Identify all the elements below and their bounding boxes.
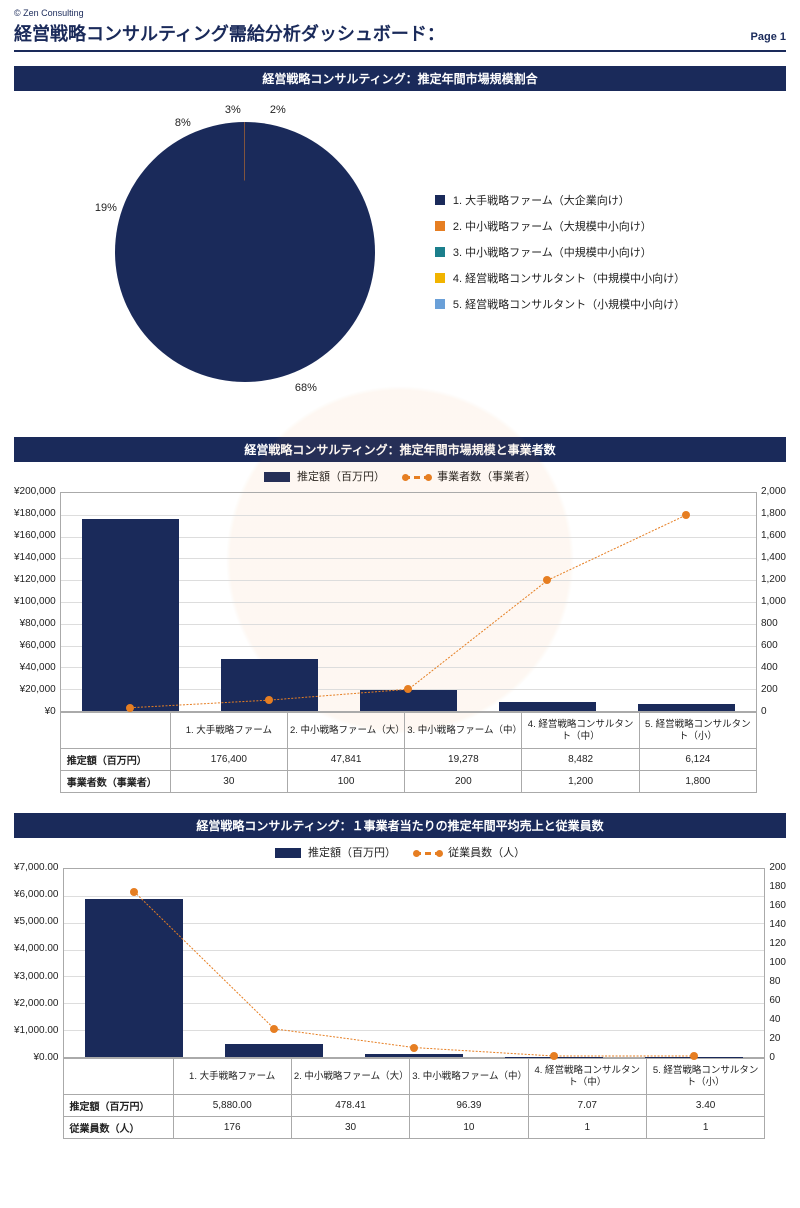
value-cell: 47,841 — [287, 749, 404, 771]
legend-item: 5. 経営戦略コンサルタント（小規模中小向け） — [435, 296, 685, 312]
copyright: © Zen Consulting — [14, 8, 786, 18]
legend-swatch — [435, 195, 445, 205]
value-cell: 7.07 — [528, 1095, 646, 1117]
legend-swatch — [435, 221, 445, 231]
table-corner — [60, 713, 170, 749]
category-cell: 2. 中小戦略ファーム（大） — [291, 1059, 409, 1095]
data-table: 1. 大手戦略ファーム2. 中小戦略ファーム（大）3. 中小戦略ファーム（中）4… — [63, 1058, 766, 1139]
value-cell: 5,880.00 — [173, 1095, 291, 1117]
plot-area — [60, 492, 757, 712]
legend-item: 3. 中小戦略ファーム（中規模中小向け） — [435, 244, 685, 260]
value-cell: 176,400 — [170, 749, 287, 771]
legend-swatch — [435, 247, 445, 257]
legend-swatch — [435, 299, 445, 309]
line-marker — [126, 704, 134, 712]
row-label: 推定額（百万円） — [63, 1095, 173, 1117]
bar-swatch — [264, 472, 290, 482]
y-axis: ¥7,000.00¥6,000.00¥5,000.00¥4,000.00¥3,0… — [14, 868, 63, 1058]
value-cell: 1 — [646, 1117, 764, 1139]
category-cell: 1. 大手戦略ファーム — [173, 1059, 291, 1095]
value-cell: 30 — [291, 1117, 409, 1139]
table-corner — [63, 1059, 173, 1095]
line-marker — [410, 1044, 418, 1052]
pie-slice-label: 19% — [95, 202, 117, 214]
legend-label: 1. 大手戦略ファーム（大企業向け） — [453, 192, 630, 208]
value-cell: 8,482 — [522, 749, 639, 771]
category-cell: 5. 経営戦略コンサルタント（小） — [646, 1059, 764, 1095]
chart-legend: 推定額（百万円） 従業員数（人） — [14, 844, 786, 860]
line-swatch — [415, 852, 441, 855]
bar-legend-label: 推定額（百万円） — [297, 471, 385, 483]
y2-axis: 2,0001,8001,6001,4001,2001,0008006004002… — [757, 492, 786, 712]
row-label: 推定額（百万円） — [60, 749, 170, 771]
row-label: 事業者数（事業者） — [60, 771, 170, 793]
pie-graphic — [115, 122, 375, 382]
category-cell: 3. 中小戦略ファーム（中） — [405, 713, 522, 749]
bar-legend-label: 推定額（百万円） — [308, 847, 396, 859]
line-marker — [130, 888, 138, 896]
line-marker — [270, 1025, 278, 1033]
category-cell: 2. 中小戦略ファーム（大） — [287, 713, 404, 749]
line-series — [61, 493, 756, 711]
legend-item: 2. 中小戦略ファーム（大規模中小向け） — [435, 218, 685, 234]
value-cell: 6,124 — [639, 749, 756, 771]
pie-title: 経営戦略コンサルティング：推定年間市場規模割合 — [14, 66, 786, 91]
value-cell: 19,278 — [405, 749, 522, 771]
legend-label: 2. 中小戦略ファーム（大規模中小向け） — [453, 218, 652, 234]
y2-axis: 200180160140120100806040200 — [765, 868, 786, 1058]
value-cell: 30 — [170, 771, 287, 793]
header: 経営戦略コンサルティング需給分析ダッシュボード： Page 1 — [14, 20, 786, 52]
legend-label: 4. 経営戦略コンサルタント（中規模中小向け） — [453, 270, 685, 286]
page-title: 経営戦略コンサルティング需給分析ダッシュボード： — [14, 20, 445, 46]
section-chart-market: 経営戦略コンサルティング：推定年間市場規模と事業者数 推定額（百万円） 事業者数… — [14, 437, 786, 793]
bar-swatch — [275, 848, 301, 858]
category-cell: 4. 経営戦略コンサルタント（中） — [522, 713, 639, 749]
legend-swatch — [435, 273, 445, 283]
value-cell: 1,200 — [522, 771, 639, 793]
value-cell: 1 — [528, 1117, 646, 1139]
legend-label: 5. 経営戦略コンサルタント（小規模中小向け） — [453, 296, 685, 312]
data-table: 1. 大手戦略ファーム2. 中小戦略ファーム（大）3. 中小戦略ファーム（中）4… — [60, 712, 757, 793]
pie-chart: 68%19%8%3%2% — [115, 122, 375, 382]
section-chart-per-firm: 経営戦略コンサルティング：１事業者当たりの推定年間平均売上と従業員数 推定額（百… — [14, 813, 786, 1139]
line-legend-label: 従業員数（人） — [448, 847, 525, 859]
category-cell: 1. 大手戦略ファーム — [170, 713, 287, 749]
page-number: Page 1 — [751, 31, 786, 43]
line-series — [64, 869, 765, 1057]
value-cell: 3.40 — [646, 1095, 764, 1117]
row-label: 従業員数（人） — [63, 1117, 173, 1139]
value-cell: 10 — [410, 1117, 528, 1139]
pie-legend: 1. 大手戦略ファーム（大企業向け） 2. 中小戦略ファーム（大規模中小向け） 3.… — [435, 182, 685, 322]
pie-slice-label: 2% — [270, 104, 286, 116]
category-cell: 3. 中小戦略ファーム（中） — [410, 1059, 528, 1095]
y-axis: ¥200,000¥180,000¥160,000¥140,000¥120,000… — [14, 492, 60, 712]
chart-body: ¥200,000¥180,000¥160,000¥140,000¥120,000… — [14, 492, 786, 793]
pie-slice-label: 68% — [295, 382, 317, 394]
chart-body: ¥7,000.00¥6,000.00¥5,000.00¥4,000.00¥3,0… — [14, 868, 786, 1139]
line-legend-label: 事業者数（事業者） — [437, 471, 536, 483]
chart-title: 経営戦略コンサルティング：１事業者当たりの推定年間平均売上と従業員数 — [14, 813, 786, 838]
chart-title: 経営戦略コンサルティング：推定年間市場規模と事業者数 — [14, 437, 786, 462]
value-cell: 200 — [405, 771, 522, 793]
value-cell: 96.39 — [410, 1095, 528, 1117]
value-cell: 100 — [287, 771, 404, 793]
chart-legend: 推定額（百万円） 事業者数（事業者） — [14, 468, 786, 484]
line-swatch — [404, 476, 430, 479]
value-cell: 478.41 — [291, 1095, 409, 1117]
section-pie: 経営戦略コンサルティング：推定年間市場規模割合 68%19%8%3%2% 1. … — [14, 66, 786, 417]
legend-item: 1. 大手戦略ファーム（大企業向け） — [435, 192, 685, 208]
category-cell: 5. 経営戦略コンサルタント（小） — [639, 713, 756, 749]
legend-item: 4. 経営戦略コンサルタント（中規模中小向け） — [435, 270, 685, 286]
pie-slice-label: 8% — [175, 117, 191, 129]
legend-label: 3. 中小戦略ファーム（中規模中小向け） — [453, 244, 652, 260]
pie-slice-label: 3% — [225, 104, 241, 116]
category-cell: 4. 経営戦略コンサルタント（中） — [528, 1059, 646, 1095]
plot-area — [63, 868, 766, 1058]
value-cell: 176 — [173, 1117, 291, 1139]
value-cell: 1,800 — [639, 771, 756, 793]
